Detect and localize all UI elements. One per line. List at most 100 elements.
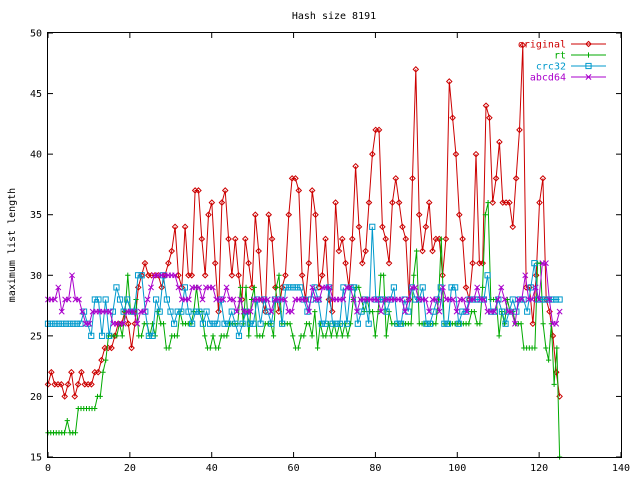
- data-point: [149, 321, 156, 327]
- data-point: [429, 247, 436, 255]
- data-point: [268, 235, 276, 243]
- data-point: [97, 393, 103, 400]
- data-point: [365, 320, 372, 327]
- data-point: [350, 296, 357, 303]
- data-point: [359, 259, 366, 267]
- data-point: [48, 320, 55, 327]
- data-point: [491, 308, 498, 315]
- data-point: [189, 320, 196, 327]
- data-point: [119, 333, 125, 339]
- data-point: [479, 284, 486, 290]
- data-point: [512, 320, 518, 327]
- data-point: [175, 284, 182, 291]
- data-point: [255, 247, 262, 255]
- data-point: [486, 114, 493, 122]
- data-point: [375, 309, 381, 315]
- data-point: [210, 320, 217, 327]
- data-point: [223, 284, 230, 291]
- data-point: [452, 150, 460, 158]
- x-tick-label: 100: [448, 463, 466, 474]
- data-point: [84, 320, 91, 327]
- data-point: [482, 212, 488, 218]
- data-point: [551, 381, 557, 387]
- data-point: [252, 211, 259, 219]
- y-tick-label: 35: [30, 210, 42, 221]
- data-point: [282, 271, 289, 279]
- data-point: [58, 308, 65, 315]
- data-point: [237, 296, 244, 303]
- data-point: [519, 41, 527, 49]
- data-point: [374, 296, 381, 303]
- data-point: [430, 308, 437, 315]
- data-point: [276, 272, 282, 278]
- data-point: [250, 320, 257, 327]
- data-point: [383, 308, 390, 315]
- data-point: [92, 405, 98, 412]
- data-point: [174, 333, 180, 339]
- data-point: [248, 284, 256, 291]
- data-point: [459, 308, 466, 315]
- data-point: [273, 284, 279, 290]
- data-point: [546, 296, 553, 303]
- data-point: [479, 259, 487, 267]
- data-point: [556, 308, 563, 315]
- data-point: [485, 200, 491, 206]
- data-point: [422, 223, 430, 231]
- data-point: [385, 259, 393, 267]
- data-point: [347, 321, 354, 327]
- data-point: [141, 308, 148, 315]
- data-point: [167, 308, 174, 315]
- data-point: [409, 175, 416, 182]
- data-point: [425, 199, 433, 206]
- data-point: [192, 308, 199, 315]
- data-point: [482, 102, 490, 109]
- data-point: [156, 308, 163, 315]
- data-point: [415, 211, 423, 219]
- x-tick-label: 60: [288, 463, 300, 474]
- data-point: [408, 321, 414, 327]
- data-point: [540, 321, 546, 327]
- data-point: [318, 320, 325, 327]
- data-point: [218, 199, 226, 206]
- data-point: [369, 150, 376, 158]
- data-point: [394, 320, 401, 327]
- data-point: [397, 320, 405, 327]
- data-point: [145, 332, 152, 339]
- data-point: [502, 320, 509, 327]
- data-point: [116, 296, 124, 303]
- data-point: [64, 418, 70, 424]
- data-point: [257, 320, 264, 327]
- data-point: [335, 247, 343, 255]
- data-point: [498, 308, 506, 315]
- data-point: [196, 284, 203, 291]
- data-point: [329, 320, 336, 327]
- data-point: [278, 284, 286, 291]
- data-point: [405, 296, 412, 303]
- data-point: [455, 211, 463, 219]
- data-point: [58, 381, 65, 388]
- y-tick-label: 40: [30, 150, 42, 161]
- x-tick-label: 0: [45, 463, 51, 474]
- data-point: [355, 223, 363, 231]
- data-point: [532, 284, 539, 291]
- data-point: [450, 296, 457, 303]
- data-point: [442, 235, 450, 243]
- data-point: [463, 308, 470, 315]
- data-point: [352, 162, 359, 170]
- data-point: [546, 357, 552, 363]
- data-point: [332, 199, 339, 206]
- data-point: [290, 333, 296, 339]
- data-point: [452, 284, 459, 291]
- data-point: [160, 321, 167, 327]
- series-layer: [44, 41, 563, 460]
- data-point: [268, 308, 275, 315]
- data-point: [354, 320, 361, 327]
- data-point: [178, 308, 185, 315]
- x-tick-label: 80: [369, 463, 381, 474]
- data-point: [282, 284, 289, 291]
- data-point: [225, 320, 232, 327]
- data-point: [433, 296, 439, 303]
- data-point: [312, 211, 319, 219]
- data-point: [328, 333, 334, 339]
- data-point: [259, 333, 266, 339]
